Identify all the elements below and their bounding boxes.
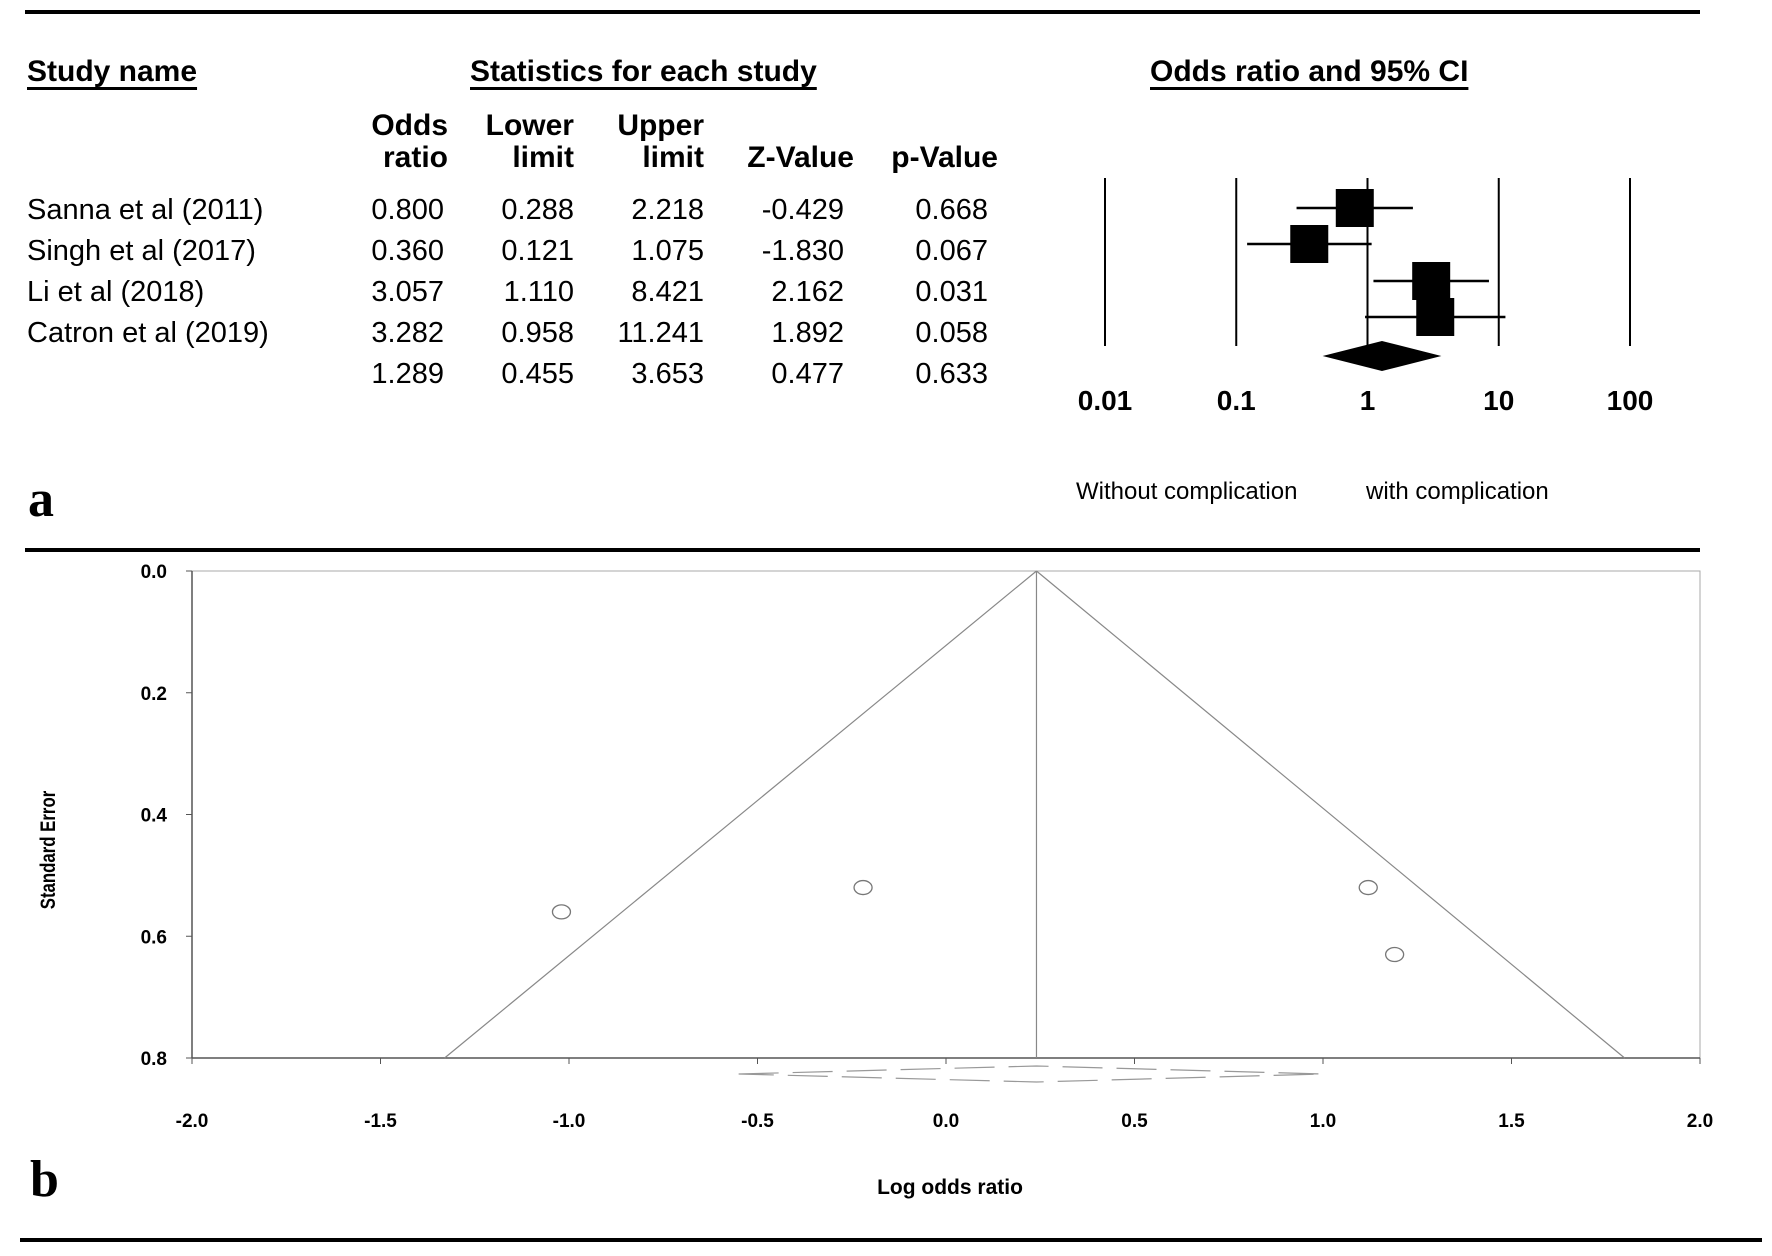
y-tick-label: 0.4 [141,806,168,827]
forest-tick-label: 10 [1483,385,1514,416]
plot-border [191,570,1701,1059]
or-cell: 1.289 [371,358,444,390]
study-square [1412,262,1451,300]
lower-cell: 0.121 [501,235,574,267]
p-cell: 0.668 [915,194,988,226]
study-name-cell: Singh et al (2017) [27,235,256,267]
panel-label-a: a [28,471,54,528]
col-odds-ratio-header: Odds ratio [371,109,448,174]
bottom-rule [20,1238,1762,1242]
x-tick-label: 1.5 [1498,1111,1525,1132]
z-cell: -0.429 [761,194,844,226]
study-point [551,904,572,920]
x-tick-label: -0.5 [741,1111,774,1132]
study-name-header: Study name [27,55,198,88]
study-name-cell: Sanna et al (2011) [27,194,264,226]
forest-marks [1247,189,1506,371]
z-cell: 0.477 [771,358,844,390]
or-cell: 3.282 [371,317,444,349]
lower-cell: 0.288 [501,194,574,226]
or-cell: 3.057 [371,276,444,308]
summary-diamond [1322,341,1442,371]
p-cell: 0.633 [915,358,988,390]
funnel-plot: 0.0 0.2 0.4 0.6 0.8 -2.0 -1.5 -1.0 -0.5 0.0 0.5 1.0… [37,562,1714,1199]
top-rule [25,10,1700,14]
funnel-left-line [444,570,1037,1059]
x-tick-label: -2.0 [176,1111,209,1132]
forest-tick-label: 1 [1360,385,1376,416]
forest-tick-labels: 0.01 0.1 1 10 100 [1078,385,1654,416]
p-cell: 0.058 [915,317,988,349]
col-lower-limit-header: Lower limit [485,109,574,174]
footer-without-complication: Without complication [1076,478,1298,505]
middle-rule [25,548,1700,552]
study-point [853,879,873,896]
forest-plot: 0.01 0.1 1 10 100 [1078,178,1654,416]
x-tick-label: 1.0 [1310,1111,1336,1132]
y-tick-label: 0.6 [141,927,167,948]
col-upper-limit-header: Upper limit [617,109,704,174]
col-z-value-header: Z-Value [747,141,854,174]
study-point [1358,879,1378,896]
study-square [1290,225,1329,263]
z-cell: -1.830 [761,235,844,267]
forest-tick-label: 0.01 [1078,385,1133,416]
x-tick-label: 0.0 [933,1111,959,1132]
col-p-value-header: p-Value [891,141,998,174]
upper-cell: 8.421 [631,276,704,308]
x-tick-label: 2.0 [1687,1111,1713,1132]
lower-cell: 0.455 [501,358,574,390]
upper-cell: 3.653 [631,358,704,390]
combined-estimate-diamond [738,1065,1324,1083]
study-square [1335,189,1374,227]
funnel-tick-labels: 0.0 0.2 0.4 0.6 0.8 -2.0 -1.5 -1.0 -0.5 0.0 0.5 1.0… [141,562,1714,1132]
z-cell: 2.162 [771,276,844,308]
p-cell: 0.067 [915,235,988,267]
p-cell: 0.031 [915,276,988,308]
upper-cell: 11.241 [617,317,704,349]
x-axis-label: Log odds ratio [877,1176,1023,1199]
lower-cell: 0.958 [501,317,574,349]
y-tick-label: 0.8 [141,1049,167,1070]
x-tick-label: -1.0 [553,1111,586,1132]
x-tick-label: 0.5 [1121,1111,1148,1132]
forest-tick-label: 100 [1607,385,1654,416]
forest-tick-label: 0.1 [1217,385,1256,416]
y-axis-label: Standard Error [37,790,60,909]
y-tick-label: 0.0 [141,562,167,583]
funnel-lines [444,570,1625,1083]
footer-with-complication: with complication [1366,478,1549,505]
funnel-plot-area [191,570,1701,1059]
statistics-header: Statistics for each study [470,55,817,88]
or-cell: 0.360 [371,235,444,267]
study-name-cell: Catron et al (2019) [27,317,269,349]
study-point [1384,946,1405,963]
or-cell: 0.800 [371,194,444,226]
panel-label-b: b [30,1151,59,1208]
funnel-right-line [1036,570,1625,1059]
study-name-cell: Li et al (2018) [27,276,205,308]
odds-ratio-ci-header: Odds ratio and 95% CI [1150,55,1469,88]
funnel-points [551,879,1405,963]
lower-cell: 1.110 [503,276,574,308]
y-tick-label: 0.2 [141,684,167,705]
study-square [1416,298,1455,336]
upper-cell: 1.075 [631,235,704,267]
x-tick-label: -1.5 [364,1111,397,1132]
upper-cell: 2.218 [631,194,704,226]
z-cell: 1.892 [771,317,844,349]
